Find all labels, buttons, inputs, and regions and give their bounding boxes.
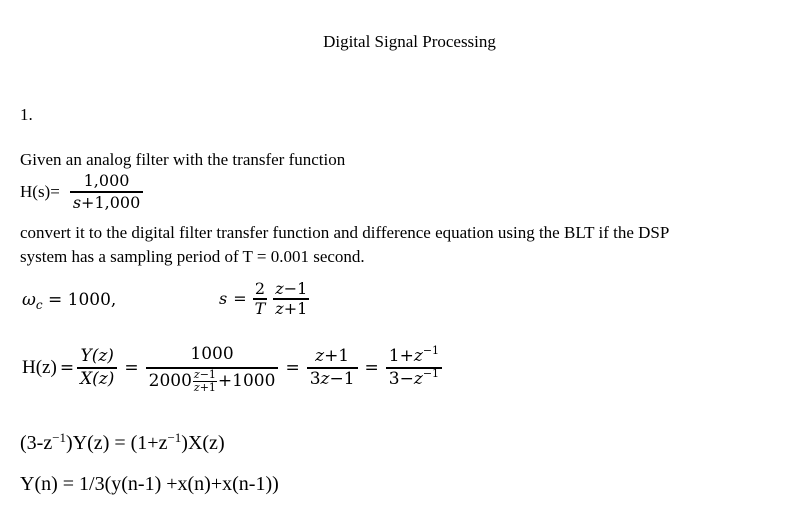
- fraction-Yz-over-Xz: Y(z) X(z): [77, 346, 118, 390]
- superscript-minus-1: −1: [52, 430, 67, 445]
- equals-sign: =: [233, 289, 247, 309]
- equals-sign: =: [285, 357, 300, 378]
- numerator-pre: 1+: [388, 346, 414, 366]
- equals-sign: =: [364, 357, 379, 378]
- variable-z: z: [275, 279, 284, 298]
- denominator: z+1: [193, 382, 217, 394]
- equation-part: )X(z): [181, 432, 225, 454]
- variable-z: z: [413, 368, 423, 389]
- variable-z: z: [413, 346, 423, 366]
- variable-s: s: [219, 289, 228, 309]
- fraction-bar: [77, 367, 118, 369]
- numerator-rest: −1: [199, 368, 216, 381]
- numerator-rest: +1: [324, 346, 350, 366]
- task-line-2: system has a sampling period of T = 0.00…: [20, 247, 365, 266]
- hs-transfer-function-equation: H(s)= 1,000 s +1,000: [20, 171, 144, 213]
- denominator: 2000 z−1 z+1 +1000: [146, 369, 279, 395]
- numerator: z−1: [193, 369, 217, 381]
- denominator-pre: 3−: [388, 368, 414, 389]
- fraction-1000-over-bilinear: 1000 2000 z−1 z+1 +1000: [145, 341, 279, 395]
- task-line-1: convert it to the digital filter transfe…: [20, 223, 670, 242]
- superscript-minus-1: −1: [422, 366, 440, 380]
- superscript-minus-1: −1: [422, 344, 440, 357]
- denominator: 3− z −1: [386, 367, 442, 390]
- omega-value: = 1000,: [42, 290, 117, 310]
- omega-subscript: c: [35, 298, 43, 312]
- numerator: 1+ z −1: [386, 344, 442, 367]
- denominator: z+1: [273, 298, 309, 318]
- denominator-rest: +1: [199, 381, 216, 395]
- numerator: 2: [254, 279, 266, 298]
- fraction-bar: [273, 298, 310, 300]
- hz-lhs: H(z): [22, 356, 57, 378]
- difference-equation: Y(n) = 1/3(y(n-1) +x(n)+x(n-1)): [20, 473, 279, 495]
- fraction-z-plus-1-over-3z-minus-1: z +1 3 z −1: [306, 346, 358, 390]
- denominator: s +1,000: [70, 193, 143, 213]
- variable-z: z: [193, 381, 200, 395]
- problem-number: 1.: [20, 105, 33, 124]
- fraction-bar: [306, 367, 358, 369]
- denominator-rest: −1: [329, 368, 355, 389]
- task-paragraph: convert it to the digital filter transfe…: [20, 221, 795, 269]
- fraction-bar: [385, 367, 443, 369]
- fraction-bar: [145, 367, 279, 369]
- equals-sign: =: [59, 357, 75, 378]
- denominator-rest: +1,000: [81, 192, 141, 212]
- omega-symbol: ω: [22, 290, 36, 310]
- denominator-post: +1000: [217, 371, 276, 392]
- fraction-bar: [69, 191, 144, 193]
- fraction-z-inverse-form: 1+ z −1 3− z −1: [385, 344, 443, 390]
- superscript-minus-1: −1: [167, 430, 182, 445]
- variable-z: z: [315, 346, 325, 366]
- numerator: 1000: [190, 343, 234, 364]
- z-domain-equation: (3-z−1)Y(z) = (1+z−1)X(z): [20, 430, 225, 455]
- equation-part: )Y(z) = (1+z: [66, 432, 168, 454]
- equals-sign: =: [124, 357, 139, 378]
- numerator: z +1: [312, 346, 352, 367]
- numerator: 1,000: [83, 171, 130, 190]
- equation-part: (3-z: [20, 432, 53, 454]
- fraction-2-over-T: 2 T: [252, 279, 268, 318]
- fraction-bar: [252, 298, 268, 300]
- numerator: z−1: [273, 280, 309, 298]
- intro-text: Given an analog filter with the transfer…: [20, 150, 346, 169]
- denominator-pre: 3: [309, 368, 321, 389]
- hz-transfer-function-equation: H(z) = Y(z) X(z) = 1000 2000 z−1 z+1 +10…: [22, 341, 443, 395]
- denominator: X(z): [80, 368, 115, 389]
- denominator-rest: +1: [283, 298, 308, 318]
- denominator-pre: 2000: [148, 371, 192, 392]
- fraction-bar: [192, 381, 217, 383]
- variable-z: z: [275, 298, 284, 318]
- fraction-z-minus-1-over-z-plus-1: z −1 z +1: [273, 280, 310, 318]
- cutoff-frequency-equation: ωc = 1000,: [22, 290, 116, 312]
- variable-z: z: [320, 368, 330, 389]
- variable-z: z: [193, 368, 200, 381]
- variable-s: s: [72, 192, 82, 212]
- hs-lhs: H(s)=: [20, 181, 60, 201]
- hs-fraction: 1,000 s +1,000: [69, 171, 144, 213]
- numerator-rest: −1: [283, 279, 308, 298]
- nested-fraction-z: z−1 z+1: [192, 369, 217, 394]
- bilinear-substitution-equation: s = 2 T z −1 z +1: [219, 279, 310, 318]
- page-title: Digital Signal Processing: [323, 32, 496, 51]
- denominator: 3 z −1: [307, 369, 358, 390]
- numerator: Y(z): [80, 346, 114, 366]
- denominator: T: [254, 298, 266, 318]
